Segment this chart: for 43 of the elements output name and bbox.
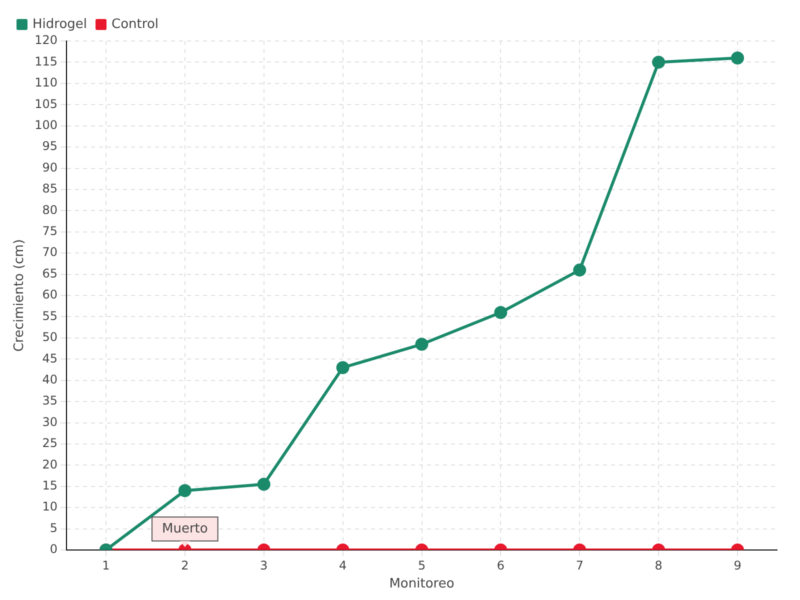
y-tick-label: 35	[42, 394, 58, 408]
y-tick-label: 5	[50, 520, 58, 535]
point	[573, 264, 586, 277]
y-tick-label: 110	[34, 76, 58, 90]
y-tick-label: 100	[34, 118, 58, 132]
y-tick-label: 55	[42, 308, 58, 323]
point	[494, 306, 508, 319]
x-tick-label: 4	[338, 558, 347, 572]
y-axis-title: Crecimiento (cm)	[12, 239, 28, 352]
y-tick-label: 105	[34, 96, 58, 111]
y-tick-label: 30	[42, 414, 58, 429]
y-tick-label: 80	[42, 202, 58, 217]
x-tick-label: 6	[496, 558, 505, 572]
y-tick-label: 0	[50, 542, 58, 556]
legend-label: Control	[112, 16, 159, 32]
y-tick-label: 95	[42, 139, 58, 154]
y-tick-label: 20	[42, 457, 58, 472]
y-tick-label: 75	[42, 224, 58, 238]
x-tick-label: 2	[181, 558, 189, 572]
y-tick-label: 40	[42, 372, 58, 386]
y-tick-label: 90	[42, 160, 58, 174]
y-tick-label: 10	[42, 500, 58, 514]
y-tick-label: 50	[42, 330, 58, 344]
legend-label: Hidrogel	[32, 16, 88, 32]
x-axis-title: Monitoreo	[389, 576, 454, 592]
y-tick-label: 85	[42, 182, 58, 196]
y-tick-label: 120	[34, 33, 58, 48]
point	[415, 338, 428, 351]
y-tick-label: 115	[34, 54, 58, 68]
x-tick-label: 9	[734, 558, 742, 572]
y-tick-label: 45	[42, 351, 58, 366]
x-tick-label: 1	[102, 558, 110, 572]
y-tick-label: 60	[42, 288, 58, 302]
y-tick-label: 25	[42, 436, 58, 450]
y-tick-label: 15	[42, 478, 58, 492]
y-tick-label: 65	[42, 266, 58, 280]
annotation: Muerto	[162, 521, 208, 536]
x-tick-label: 5	[418, 558, 426, 572]
point	[336, 361, 350, 374]
x-tick-label: 7	[576, 558, 584, 572]
x-tick-label: 8	[654, 558, 662, 572]
y-tick-label: 70	[42, 245, 58, 260]
x-tick-label: 3	[260, 558, 268, 572]
